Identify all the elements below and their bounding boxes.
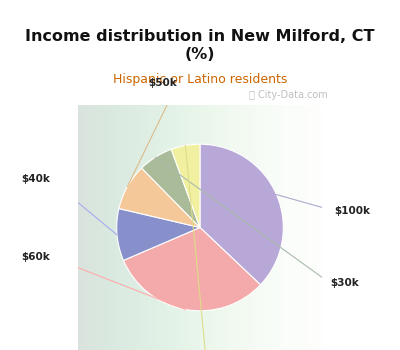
Text: $100k: $100k xyxy=(334,206,370,216)
Wedge shape xyxy=(124,228,260,311)
Text: $30k: $30k xyxy=(330,278,359,288)
Text: Income distribution in New Milford, CT
(%): Income distribution in New Milford, CT (… xyxy=(25,29,375,62)
Wedge shape xyxy=(200,144,283,285)
Text: Hispanic or Latino residents: Hispanic or Latino residents xyxy=(113,73,287,86)
Text: ⓘ City-Data.com: ⓘ City-Data.com xyxy=(249,90,327,100)
Wedge shape xyxy=(117,209,200,260)
Text: $40k: $40k xyxy=(21,175,50,184)
Text: $60k: $60k xyxy=(21,252,50,262)
Wedge shape xyxy=(171,144,200,228)
Wedge shape xyxy=(142,149,200,228)
Text: $50k: $50k xyxy=(149,78,178,89)
Wedge shape xyxy=(119,168,200,228)
